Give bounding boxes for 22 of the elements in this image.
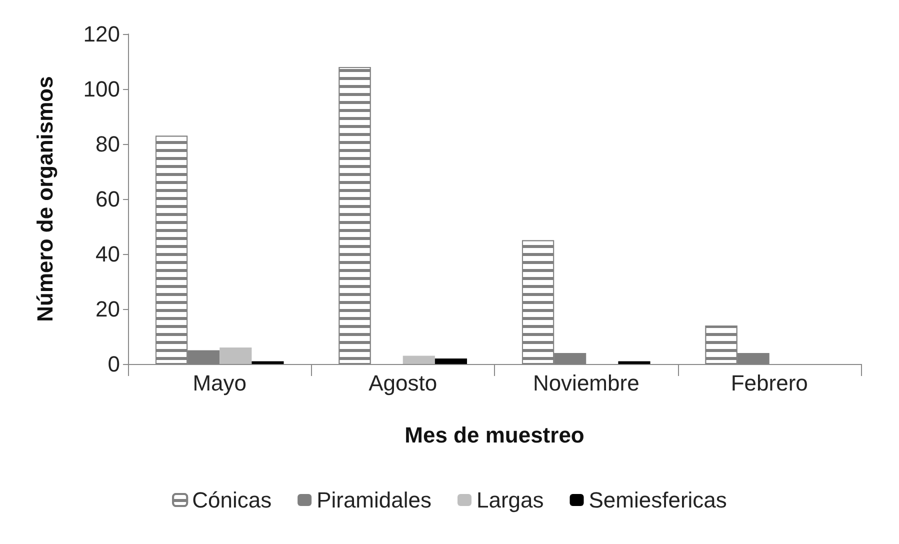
- x-tick-label: Febrero: [730, 370, 808, 396]
- legend-label: Largas: [476, 488, 544, 512]
- legend-label: Cónicas: [192, 488, 272, 512]
- y-tick-label: 40: [96, 242, 120, 266]
- y-tick-label: 120: [83, 22, 120, 46]
- bar: [220, 348, 252, 364]
- legend-label: Piramidales: [316, 488, 432, 512]
- bar: [434, 358, 468, 364]
- bar: [618, 361, 650, 364]
- x-tick-label: Noviembre: [532, 370, 640, 396]
- y-tick-label: 100: [83, 76, 120, 102]
- y-tick-label: 20: [96, 296, 120, 322]
- y-tick-label: 60: [96, 186, 120, 212]
- x-tick-label: Mayo: [192, 370, 247, 396]
- y-tick-label: 0: [108, 352, 120, 376]
- bar: [252, 361, 284, 364]
- legend-label: Semiesfericas: [588, 488, 727, 512]
- bar: [402, 356, 435, 364]
- y-tick-label: 80: [96, 132, 120, 156]
- x-axis-title: Mes de muestreo: [404, 422, 584, 448]
- y-axis-title: Número de organismos: [32, 76, 58, 322]
- x-tick-label: Agosto: [368, 370, 438, 396]
